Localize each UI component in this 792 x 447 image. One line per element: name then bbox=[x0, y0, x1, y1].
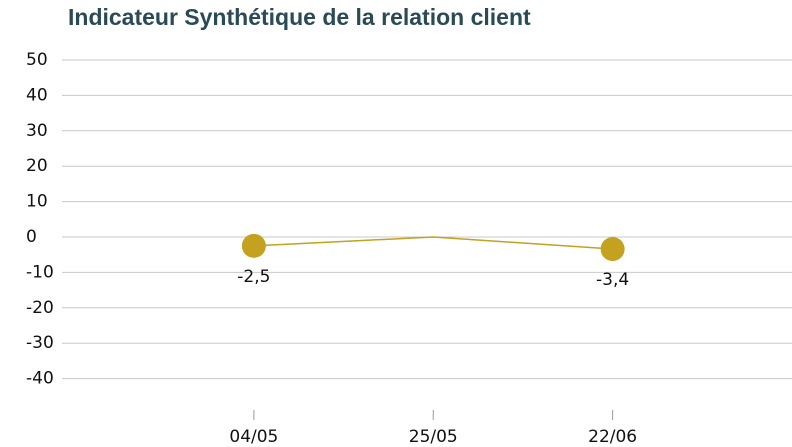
x-tick-label: 04/05 bbox=[229, 427, 278, 447]
marker bbox=[600, 237, 625, 262]
x-tick-label: 22/06 bbox=[588, 427, 637, 447]
data-label: -2,5 bbox=[237, 267, 270, 287]
x-tick-label: 25/05 bbox=[409, 427, 458, 447]
y-tick-label: -20 bbox=[26, 298, 54, 318]
chart-title: Indicateur Synthétique de la relation cl… bbox=[68, 4, 531, 30]
y-tick-label: -10 bbox=[26, 262, 54, 282]
y-tick-label: 50 bbox=[26, 50, 48, 70]
y-tick-label: 40 bbox=[26, 85, 48, 105]
y-tick-label: 30 bbox=[26, 121, 48, 141]
data-label: -3,4 bbox=[596, 270, 629, 290]
y-tick-label: -30 bbox=[26, 333, 54, 353]
y-tick-label: 10 bbox=[26, 192, 48, 212]
y-tick-label: 0 bbox=[26, 227, 37, 247]
marker bbox=[241, 233, 266, 258]
y-tick-label: 20 bbox=[26, 156, 48, 176]
line bbox=[253, 236, 613, 250]
y-tick-label: -40 bbox=[26, 369, 54, 389]
